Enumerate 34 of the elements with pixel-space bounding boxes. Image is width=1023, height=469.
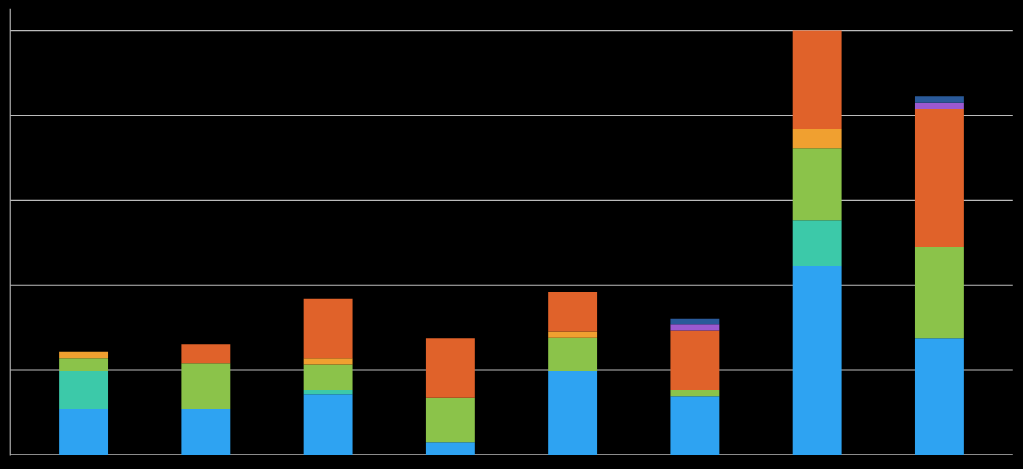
bar	[914, 102, 964, 110]
bar	[792, 129, 842, 149]
bar	[792, 148, 842, 221]
bar	[914, 109, 964, 248]
bar	[670, 318, 720, 325]
bar	[181, 409, 231, 455]
bar	[548, 370, 598, 455]
bar	[303, 394, 353, 455]
bar	[181, 363, 231, 410]
bar	[670, 390, 720, 397]
bar	[303, 364, 353, 391]
bar	[425, 397, 475, 443]
bar	[303, 358, 353, 365]
bar	[914, 247, 964, 339]
bar	[792, 30, 842, 130]
bar	[670, 396, 720, 455]
bar	[425, 338, 475, 398]
bar	[548, 337, 598, 371]
bar	[548, 291, 598, 332]
bar	[425, 442, 475, 455]
bar	[303, 298, 353, 359]
bar	[670, 330, 720, 391]
bar	[59, 358, 109, 371]
bar	[181, 344, 231, 364]
bar	[670, 324, 720, 331]
bar	[792, 220, 842, 267]
bar	[59, 370, 109, 410]
bar	[59, 409, 109, 455]
bar	[303, 390, 353, 395]
bar	[548, 331, 598, 338]
bar	[914, 338, 964, 455]
bar	[792, 266, 842, 455]
bar	[59, 351, 109, 359]
bar	[914, 96, 964, 103]
